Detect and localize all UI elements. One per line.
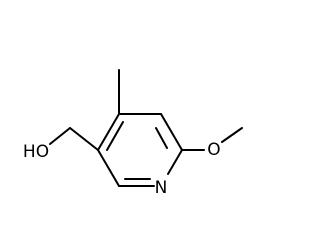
- atom-label: O: [207, 140, 220, 160]
- atom-label: HO: [23, 142, 49, 162]
- atom-label: N: [155, 178, 168, 198]
- bond: [97, 149, 120, 187]
- bond: [221, 127, 243, 143]
- bond: [49, 127, 71, 145]
- bonds: [49, 69, 243, 187]
- bond: [69, 127, 99, 151]
- bond: [160, 113, 183, 151]
- page: HO N O (() => { const data = JSON.parse(…: [22, 69, 243, 198]
- bond: [167, 149, 183, 175]
- double-bond: [155, 127, 168, 149]
- structure: HO N O: [23, 69, 243, 198]
- bond: [97, 113, 120, 151]
- double-bond: [106, 121, 124, 151]
